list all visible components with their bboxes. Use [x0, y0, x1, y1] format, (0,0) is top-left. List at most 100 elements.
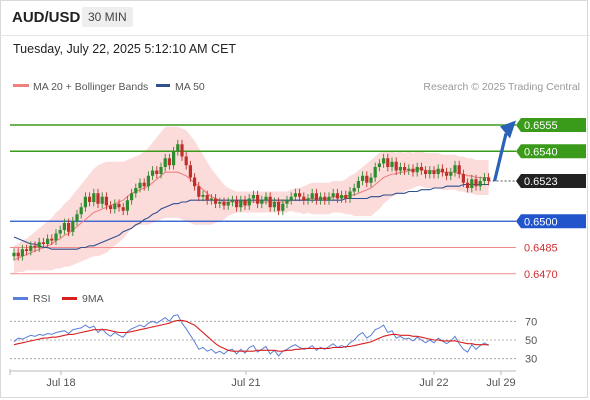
level-tag-0.6500	[516, 214, 586, 229]
candle-body	[176, 144, 180, 152]
candle-body	[180, 144, 184, 157]
candle-body	[113, 203, 117, 209]
candle-body	[214, 198, 218, 204]
rsi-ma-line	[13, 319, 489, 352]
current-price-label: 0.6523	[524, 176, 558, 188]
current-price-tag	[516, 174, 586, 188]
candle-body	[37, 242, 41, 248]
candle-body	[445, 172, 449, 176]
candle-body	[365, 175, 369, 183]
candle-body	[361, 175, 365, 181]
level-tag-0.6555	[516, 118, 586, 132]
rsi-ma-legend-swatch	[62, 297, 77, 300]
candle-body	[251, 195, 255, 199]
candle-body	[390, 161, 394, 167]
candle-body	[415, 167, 419, 173]
ma50-legend-swatch	[156, 84, 170, 87]
candle-body	[432, 170, 436, 174]
candle-body	[58, 230, 62, 234]
candle-body	[79, 207, 83, 215]
candle-body	[71, 221, 75, 232]
timestamp: Tuesday, July 22, 2025 5:12:10 AM CET	[13, 42, 237, 56]
time-axis: Jul 18 Jul 21 Jul 22 Jul 29	[9, 369, 516, 389]
candle-body	[466, 182, 470, 188]
candle-body	[314, 193, 318, 201]
level-label-0.6500: 0.6500	[524, 216, 558, 228]
time-tick-Jul 18: Jul 18	[46, 377, 75, 389]
candle-body	[323, 196, 327, 201]
candle-body	[352, 188, 356, 192]
candle-body	[482, 177, 486, 181]
candle-body	[205, 195, 209, 201]
candle-body	[167, 158, 171, 166]
candles	[12, 139, 491, 261]
candle-body	[449, 172, 453, 176]
candle-body	[188, 165, 192, 178]
candle-body	[33, 245, 37, 248]
candle-body	[239, 200, 243, 208]
rsi-legend-swatch	[13, 297, 28, 300]
candle-body	[335, 193, 339, 199]
rsi-legend: RSI 9MA	[13, 293, 104, 305]
candle-body	[104, 196, 108, 206]
candle-body	[96, 193, 100, 204]
candle-body	[197, 186, 201, 197]
timeframe-badge[interactable]: 30 MIN	[82, 7, 133, 27]
candle-body	[440, 168, 444, 173]
candle-body	[29, 245, 33, 251]
candle-body	[142, 182, 146, 187]
price-levels	[10, 124, 516, 275]
candle-body	[222, 202, 226, 206]
candle-body	[285, 200, 289, 204]
candle-body	[46, 238, 50, 244]
candle-body	[293, 193, 297, 197]
candle-body	[256, 195, 260, 204]
candle-body	[407, 168, 411, 171]
candle-body	[457, 165, 461, 174]
candle-body	[289, 196, 293, 201]
candle-body	[151, 170, 155, 176]
candle-body	[75, 214, 79, 222]
rsi-legend-label: RSI	[33, 293, 51, 305]
candle-body	[260, 200, 264, 204]
candle-body	[25, 249, 29, 251]
candle-body	[411, 168, 415, 173]
candle-body	[377, 163, 381, 167]
candle-body	[54, 233, 58, 241]
candle-body	[201, 195, 205, 197]
candle-body	[281, 203, 285, 211]
candle-body	[134, 188, 138, 194]
candle-body	[382, 158, 386, 164]
candle-body	[50, 238, 54, 241]
candle-body	[394, 161, 398, 171]
rsi-tick-70: 70	[525, 316, 537, 328]
candle-body	[163, 158, 167, 167]
candle-body	[319, 196, 323, 201]
candle-body	[88, 196, 92, 202]
ma20-legend-swatch	[13, 84, 29, 87]
level-labels: 0.6555 0.6540 0.6500 0.6485 0.6470 0.6523	[516, 118, 586, 281]
level-label-0.6470: 0.6470	[524, 269, 558, 281]
candle-body	[474, 179, 478, 187]
candle-body	[117, 203, 121, 208]
main-legend: MA 20 + Bollinger Bands MA 50 Research ©…	[13, 81, 580, 93]
candle-body	[344, 195, 348, 199]
rsi-ma-legend-label: 9MA	[82, 293, 104, 305]
candle-body	[184, 156, 188, 166]
time-tick-Jul 29: Jul 29	[486, 377, 515, 389]
ma50-legend-label: MA 50	[175, 81, 205, 93]
copyright-note: Research © 2025 Trading Central	[423, 81, 580, 93]
candle-body	[268, 196, 272, 208]
candle-body	[172, 151, 176, 166]
candle-body	[226, 202, 230, 206]
level-label-0.6485: 0.6485	[524, 243, 558, 255]
ma50-line	[13, 183, 489, 250]
candle-body	[306, 198, 310, 201]
candle-body	[478, 181, 482, 187]
candle-body	[243, 200, 247, 206]
forecast-arrow-head	[500, 120, 516, 139]
candle-body	[461, 174, 465, 183]
candle-body	[348, 191, 352, 199]
rsi-panel: 70 50 30	[10, 314, 537, 366]
